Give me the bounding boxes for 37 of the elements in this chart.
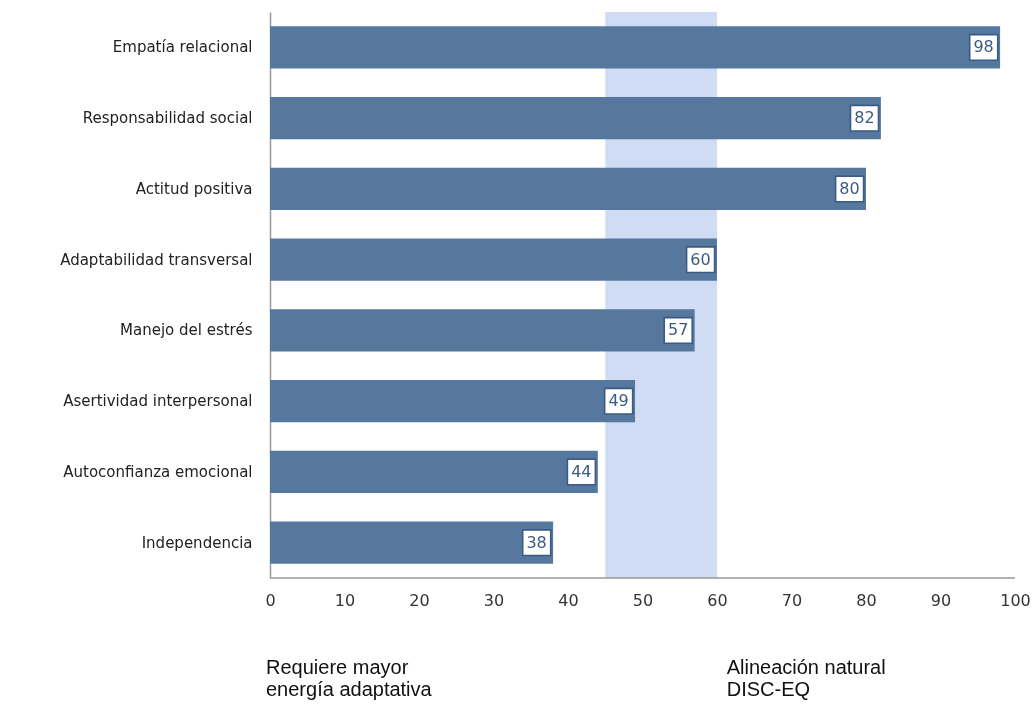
y-tick-label: Manejo del estrés	[120, 321, 253, 340]
data-label: 49	[608, 391, 629, 411]
x-tick-label: 10	[334, 590, 356, 610]
x-tick-label: 50	[632, 590, 654, 610]
bar	[270, 238, 717, 281]
x-tick-label: 60	[707, 590, 728, 610]
data-label: 60	[690, 249, 711, 269]
data-label: 98	[973, 37, 994, 57]
x-tick-label: 90	[930, 590, 952, 610]
y-tick-label: Autoconfianza emocional	[63, 462, 253, 481]
text: Requiere mayor energía adaptativa	[266, 656, 433, 700]
bar	[270, 167, 866, 211]
text: Alineación natural DISC-EQ	[726, 656, 886, 700]
data-label: 82	[854, 108, 875, 128]
bar	[270, 521, 554, 564]
x-tick-label: 30	[483, 590, 505, 610]
y-tick-label: Empatía relacional	[112, 38, 253, 57]
x-tick-label: 70	[781, 590, 803, 610]
y-tick-label: Actitud positiva	[135, 179, 253, 198]
y-tick-label: Responsabilidad social	[82, 109, 253, 128]
data-label: 80	[839, 178, 860, 198]
data-label: 38	[526, 532, 547, 552]
x-tick-label: 100	[1000, 590, 1031, 610]
bar	[270, 26, 1001, 69]
bar	[270, 379, 636, 423]
bar	[270, 96, 881, 140]
x-tick-label: 40	[558, 590, 579, 610]
bar	[270, 450, 598, 494]
x-tick-label: 20	[409, 590, 430, 610]
data-label: 57	[667, 320, 689, 340]
x-tick-label: 0	[265, 590, 276, 610]
data-label: 44	[571, 461, 592, 481]
y-tick-label: Asertividad interpersonal	[63, 392, 253, 411]
y-tick-label: Independencia	[141, 533, 253, 552]
bar	[270, 309, 695, 352]
x-tick-label: 80	[856, 590, 877, 610]
y-tick-label: Adaptabilidad transversal	[60, 250, 253, 269]
